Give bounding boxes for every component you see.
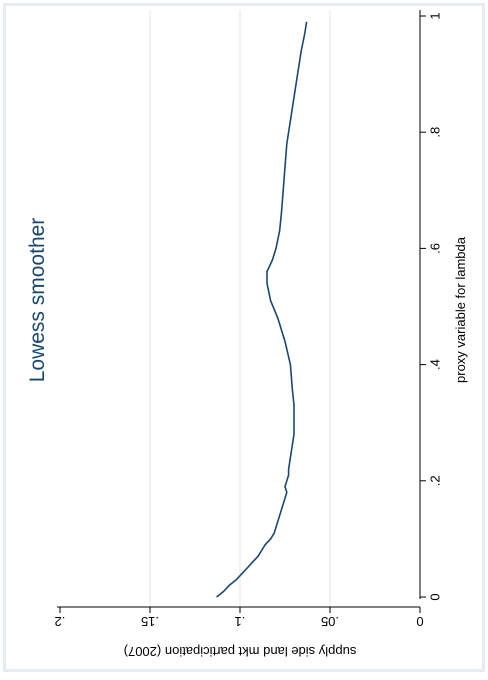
- chart-title: Lowess smoother: [26, 218, 49, 383]
- y-axis-label: supply side land mkt participation (2007…: [124, 644, 357, 659]
- axes: 0 .2 .4 .6 .8 1 0 .05 .1 .15 .2: [55, 10, 443, 629]
- x-tick-label: 1: [428, 12, 443, 19]
- y-tick-label: .05: [321, 614, 339, 629]
- x-tick-label: .8: [428, 127, 443, 138]
- outer-frame: [3, 3, 485, 672]
- x-tick-label: .4: [428, 359, 443, 370]
- x-tick-label: .2: [428, 475, 443, 486]
- x-tick-label: 0: [428, 593, 443, 600]
- series: [216, 21, 308, 598]
- y-tick-label: .2: [55, 614, 66, 629]
- labels: Lowess smoother proxy variable for lambd…: [26, 218, 468, 659]
- y-tick-label: 0: [416, 614, 423, 629]
- x-axis-label: proxy variable for lambda: [453, 236, 468, 383]
- lowess-line: [216, 21, 308, 598]
- y-tick-label: .15: [141, 614, 159, 629]
- x-tick-label: .6: [428, 243, 443, 254]
- gridlines: [149, 10, 331, 607]
- y-tick-label: .1: [235, 614, 246, 629]
